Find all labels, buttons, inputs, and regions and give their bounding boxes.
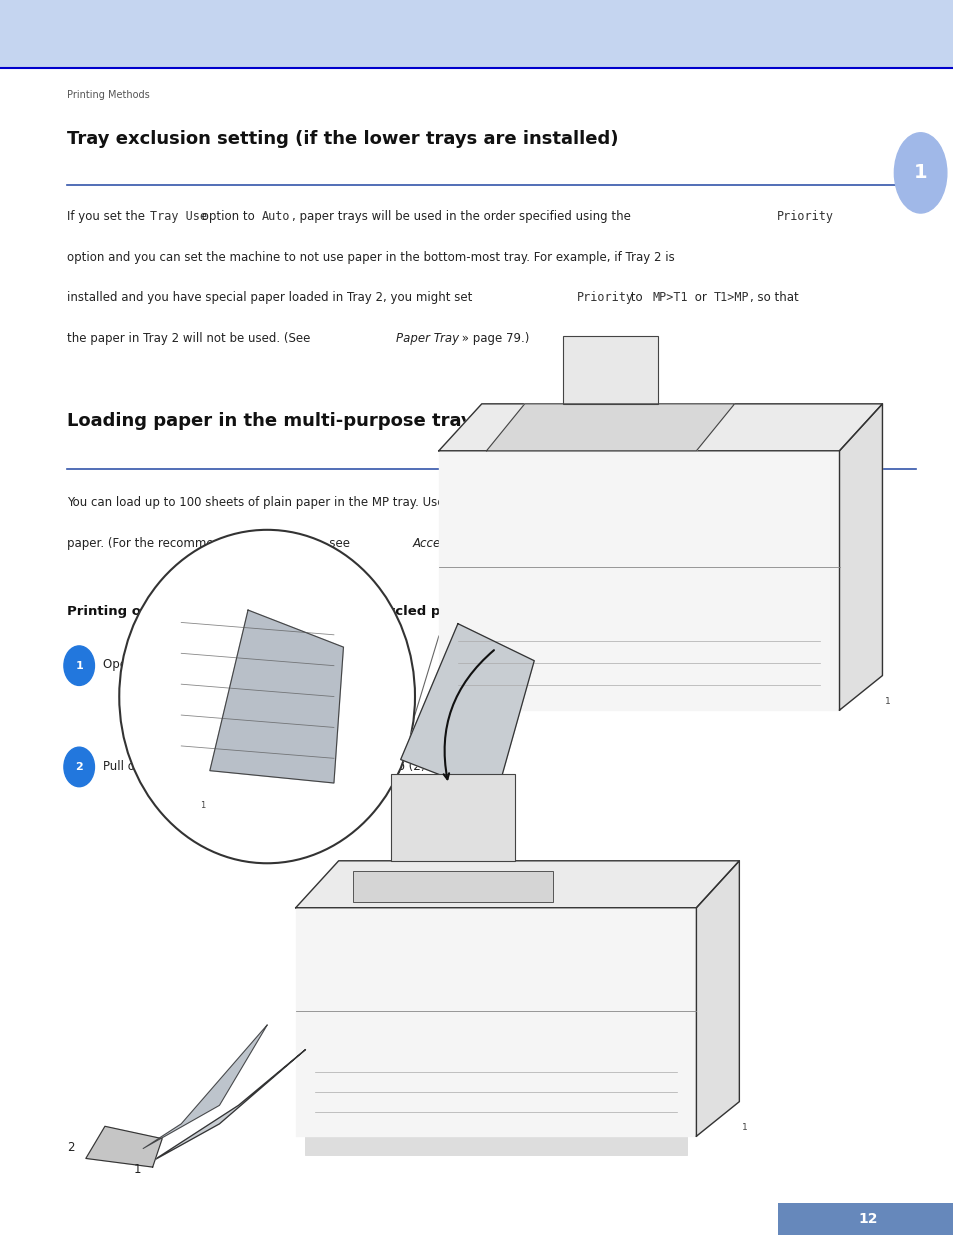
Text: the paper in Tray 2 will not be used. (See: the paper in Tray 2 will not be used. (S…	[67, 332, 314, 346]
Text: Acceptable paper and other print media: Acceptable paper and other print media	[413, 537, 649, 551]
Text: 1: 1	[913, 163, 926, 183]
Text: installed and you have special paper loaded in Tray 2, you might set: installed and you have special paper loa…	[67, 291, 476, 305]
Text: MP>T1: MP>T1	[652, 291, 687, 305]
Text: 2: 2	[75, 762, 83, 772]
Ellipse shape	[119, 530, 415, 863]
Ellipse shape	[893, 133, 945, 214]
Text: 1: 1	[741, 1123, 747, 1132]
Text: paper. (For the recommended paper to use, see: paper. (For the recommended paper to use…	[67, 537, 354, 551]
Circle shape	[64, 646, 94, 685]
Text: Printing on plain paper, thin paper and recycled paper from the MP tray: Printing on plain paper, thin paper and …	[67, 605, 605, 619]
Polygon shape	[143, 1025, 267, 1149]
Text: 1: 1	[133, 1163, 141, 1176]
Text: Loading paper in the multi-purpose tray (MP tray): Loading paper in the multi-purpose tray …	[67, 412, 573, 431]
Polygon shape	[400, 624, 534, 797]
Text: 1: 1	[200, 800, 206, 810]
Text: or: or	[690, 291, 710, 305]
Text: Auto: Auto	[261, 210, 290, 224]
Polygon shape	[438, 404, 882, 451]
Text: You can load up to 100 sheets of plain paper in the MP tray. Use this tray to pr: You can load up to 100 sheets of plain p…	[67, 496, 682, 510]
Bar	[353, 871, 553, 902]
Bar	[777, 1203, 953, 1235]
Text: Paper Tray: Paper Tray	[395, 332, 458, 346]
Polygon shape	[486, 404, 734, 451]
Text: Printing Methods: Printing Methods	[67, 90, 150, 100]
Polygon shape	[210, 610, 343, 783]
Text: Tray Use: Tray Use	[150, 210, 207, 224]
Text: If you set the: If you set the	[67, 210, 149, 224]
Bar	[305, 1132, 686, 1155]
Polygon shape	[86, 1126, 162, 1167]
Text: Priority: Priority	[776, 210, 833, 224]
Text: 1: 1	[75, 661, 83, 671]
Polygon shape	[696, 861, 739, 1136]
Bar	[0, 0, 953, 68]
Text: 12: 12	[858, 1212, 877, 1226]
Text: , paper trays will be used in the order specified using the: , paper trays will be used in the order …	[292, 210, 634, 224]
Text: 2: 2	[67, 1141, 74, 1153]
Text: , so that: , so that	[749, 291, 798, 305]
Text: to: to	[626, 291, 645, 305]
Text: T1>MP: T1>MP	[713, 291, 748, 305]
Text: Pull out the MP tray support (1) and unfold the flap (2).: Pull out the MP tray support (1) and unf…	[103, 760, 429, 773]
Text: » page 79.): » page 79.)	[457, 332, 529, 346]
Text: option to: option to	[198, 210, 258, 224]
Text: 1: 1	[884, 697, 890, 706]
Polygon shape	[839, 404, 882, 710]
Polygon shape	[295, 861, 739, 908]
Bar	[295, 908, 696, 1136]
Circle shape	[64, 747, 94, 787]
Bar	[438, 451, 839, 710]
Text: Open the MP tray and lower it gently.: Open the MP tray and lower it gently.	[103, 658, 323, 672]
Bar	[391, 774, 515, 861]
Polygon shape	[152, 1050, 305, 1161]
Text: option and you can set the machine to not use paper in the bottom-most tray. For: option and you can set the machine to no…	[67, 251, 674, 264]
Text: » page 2.): » page 2.)	[695, 537, 759, 551]
Text: Tray exclusion setting (if the lower trays are installed): Tray exclusion setting (if the lower tra…	[67, 130, 618, 148]
Bar	[562, 336, 658, 404]
Text: Priority: Priority	[577, 291, 634, 305]
